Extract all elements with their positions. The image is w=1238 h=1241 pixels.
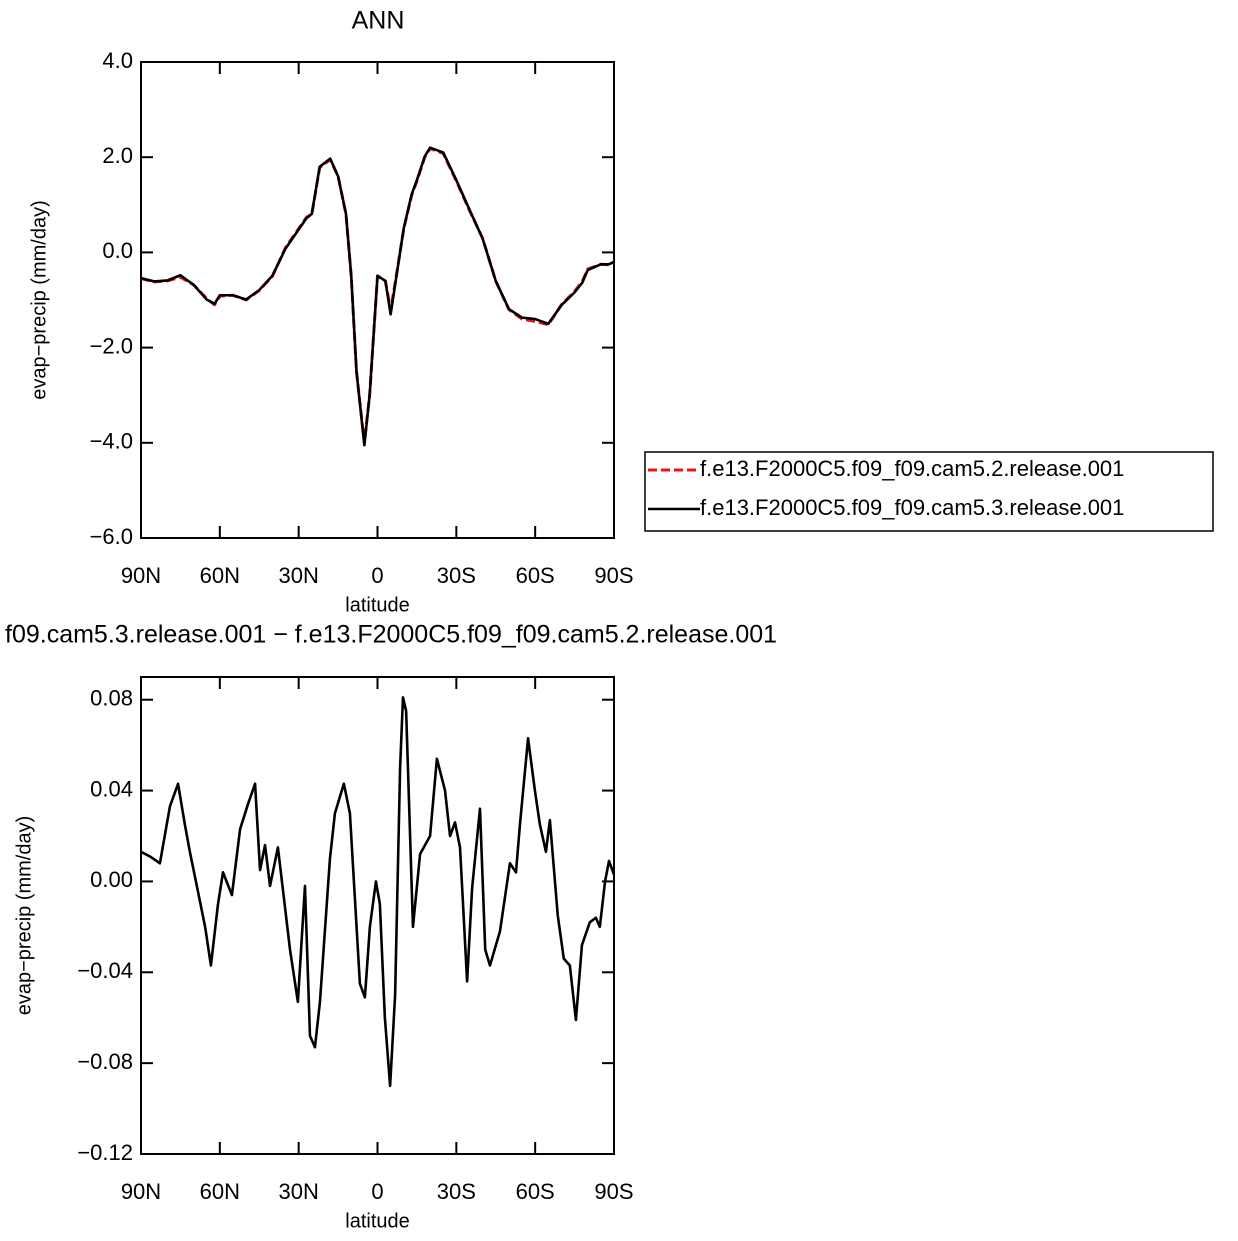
chart-title: ANN <box>352 7 405 35</box>
y-axis-label: evap−precip (mm/day) <box>28 200 50 400</box>
legend-label: f.e13.F2000C5.f09_f09.cam5.2.release.001 <box>700 456 1124 481</box>
x-tick-label: 30S <box>437 563 476 588</box>
x-tick-label: 60N <box>200 563 240 588</box>
chart-title: f09.cam5.3.release.001 − f.e13.F2000C5.f… <box>5 621 777 649</box>
y-tick-label: 0.08 <box>90 686 133 711</box>
x-tick-label: 60N <box>200 1179 240 1204</box>
x-axis-label: latitude <box>345 1210 410 1232</box>
x-tick-label: 90N <box>121 563 161 588</box>
y-tick-label: −4.0 <box>90 429 133 454</box>
x-tick-label: 30N <box>278 563 318 588</box>
y-tick-label: −0.08 <box>77 1049 133 1074</box>
legend-box <box>644 451 1214 532</box>
x-tick-label: 30N <box>278 1179 318 1204</box>
x-tick-label: 60S <box>516 1179 555 1204</box>
x-axis-label: latitude <box>345 594 410 616</box>
y-tick-label: −0.04 <box>77 958 133 983</box>
x-tick-label: 60S <box>516 563 555 588</box>
data-line <box>140 147 615 445</box>
y-axis-label: evap−precip (mm/day) <box>13 816 35 1016</box>
y-tick-label: 4.0 <box>102 48 133 73</box>
legend-label: f.e13.F2000C5.f09_f09.cam5.3.release.001 <box>700 495 1124 520</box>
y-tick-label: −0.12 <box>77 1140 133 1165</box>
y-tick-label: 2.0 <box>102 143 133 168</box>
plot-frame <box>140 676 615 1155</box>
y-tick-label: −6.0 <box>90 524 133 549</box>
x-tick-label: 90S <box>594 563 633 588</box>
x-tick-label: 30S <box>437 1179 476 1204</box>
y-tick-label: 0.00 <box>90 867 133 892</box>
data-line <box>140 696 616 1088</box>
y-tick-label: 0.0 <box>102 238 133 263</box>
x-tick-label: 90S <box>594 1179 633 1204</box>
data-line <box>140 146 615 447</box>
x-tick-label: 0 <box>371 1179 383 1204</box>
plot-frame <box>140 61 615 539</box>
x-tick-label: 90N <box>121 1179 161 1204</box>
y-tick-label: 0.04 <box>90 776 133 801</box>
y-tick-label: −2.0 <box>90 333 133 358</box>
x-tick-label: 0 <box>371 563 383 588</box>
